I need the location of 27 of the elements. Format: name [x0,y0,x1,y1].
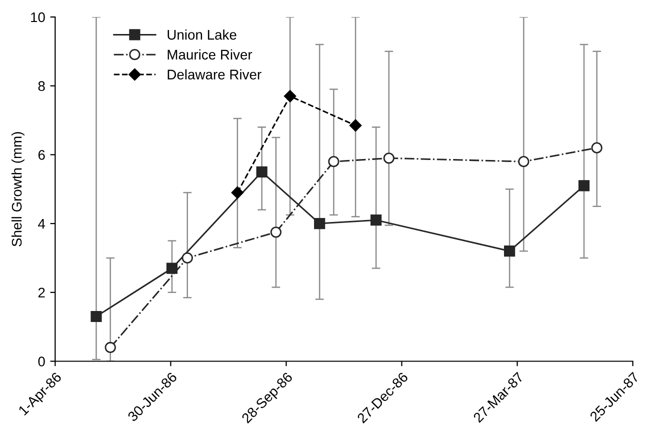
y-tick-label: 2 [38,288,45,298]
point [104,342,116,354]
point [518,156,530,168]
legend-label: Union Lake [168,30,236,40]
legend-label: Maurice River [168,49,252,60]
point [314,218,326,230]
y-axis-title: Shell Growth (mm) [11,132,24,246]
y-tick-label: 8 [38,81,45,92]
point [270,226,282,238]
point [349,119,362,132]
point [284,90,296,102]
point [370,214,382,226]
point [90,310,102,322]
point [591,142,602,154]
y-tick-label: 4 [38,219,46,229]
point [182,252,193,264]
point [383,152,394,164]
y-tick-label: 6 [38,150,45,160]
point [578,180,590,192]
y-tick-label: 10 [31,12,45,22]
point [231,186,244,199]
point [166,262,178,274]
point [504,246,516,257]
point [256,166,268,178]
y-tick-label: 0 [38,356,45,366]
point [328,156,340,168]
legend-label: Delaware River [168,69,262,80]
